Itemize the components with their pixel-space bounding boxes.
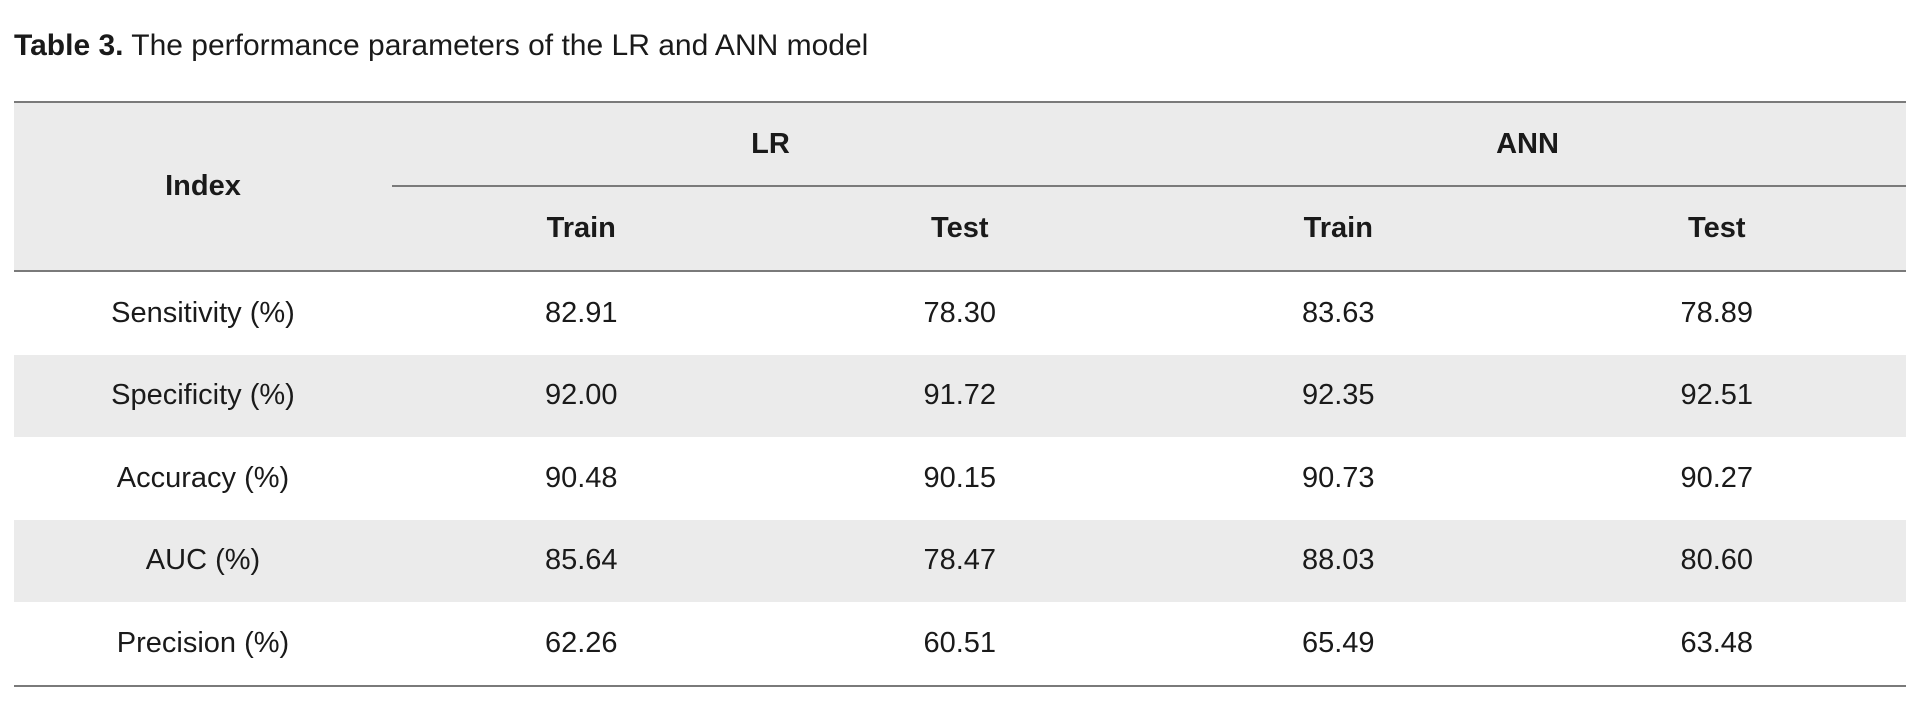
- cell-value: 90.27: [1680, 461, 1754, 494]
- table-caption: Table 3. The performance parameters of t…: [14, 26, 868, 66]
- table-row: Sensitivity (%) 82.91 78.30 83.63 78.89: [14, 271, 1906, 355]
- table-body: Sensitivity (%) 82.91 78.30 83.63 78.89 …: [14, 271, 1907, 687]
- performance-table: Index LR ANN Train Test Train Test Sensi…: [14, 101, 1907, 687]
- table-row: Precision (%) 62.26 60.51 65.49 63.48: [14, 602, 1907, 687]
- table-header: Index LR ANN Train Test Train Test: [14, 102, 1907, 272]
- cell-value: 92.00: [392, 354, 771, 437]
- cell-value: 90.48: [544, 461, 618, 494]
- group-header-ann: ANN: [1149, 102, 1907, 187]
- subheader-ann-test: Test: [1527, 186, 1907, 272]
- subheader-lr-test: Test: [770, 186, 1150, 272]
- cell-value: 60.51: [770, 602, 1150, 687]
- cell-value: 80.60: [1527, 519, 1907, 602]
- cell-value: 88.03: [1149, 519, 1528, 602]
- cell-value: 85.64: [392, 519, 771, 602]
- cell-value: 63.48: [1527, 602, 1907, 687]
- row-label: Accuracy (%): [116, 461, 290, 494]
- subheader-lr-train: Train: [392, 186, 771, 272]
- row-label: Sensitivity (%): [111, 296, 295, 329]
- cell-value: 90.15: [923, 461, 997, 494]
- row-label: AUC (%): [14, 519, 392, 602]
- cell-value: 78.47: [770, 519, 1150, 602]
- cell-value: 92.35: [1149, 354, 1528, 437]
- row-label: Precision (%): [14, 602, 392, 687]
- cell-value: 78.30: [923, 296, 997, 329]
- caption-text: The performance parameters of the LR and…: [123, 29, 869, 62]
- table-row: AUC (%) 85.64 78.47 88.03 80.60: [14, 519, 1907, 602]
- cell-value: 90.73: [1301, 461, 1375, 494]
- cell-value: 65.49: [1149, 602, 1528, 687]
- cell-value: 78.89: [1680, 296, 1754, 329]
- cell-value: 82.91: [544, 296, 618, 329]
- cell-value: 91.72: [770, 354, 1150, 437]
- group-header-lr: LR: [392, 102, 1150, 187]
- cell-value: 92.51: [1527, 354, 1907, 437]
- caption-label: Table 3.: [14, 29, 124, 62]
- cell-value: 62.26: [392, 602, 771, 687]
- index-header: Index: [14, 102, 392, 272]
- header-row-groups: Index LR ANN: [14, 102, 1907, 272]
- table-row: Specificity (%) 92.00 91.72 92.35 92.51: [14, 354, 1907, 437]
- table-row: Accuracy (%) 90.48 90.15 90.73 90.27: [14, 437, 1906, 520]
- subheader-ann-train: Train: [1149, 186, 1528, 272]
- header-row-subheaders: Train Test Train Test: [14, 186, 1907, 272]
- cell-value: 83.63: [1301, 296, 1375, 329]
- row-label: Specificity (%): [14, 354, 392, 437]
